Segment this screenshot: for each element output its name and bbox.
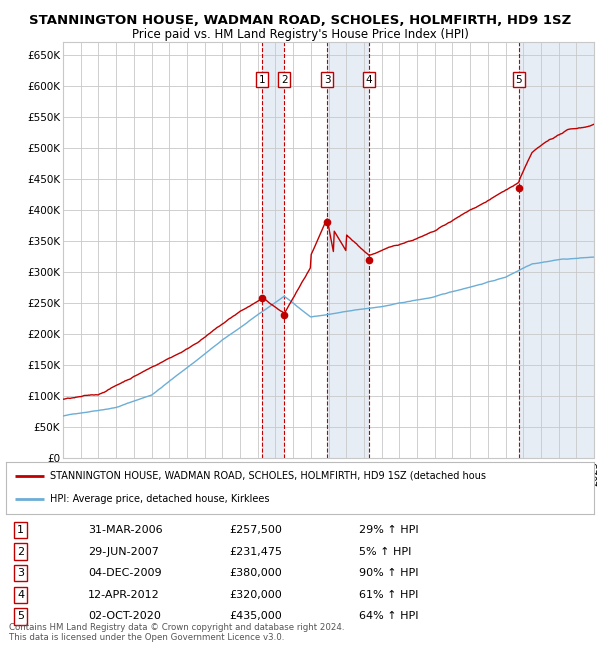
Text: 4: 4	[365, 75, 372, 84]
Text: £257,500: £257,500	[229, 525, 283, 535]
Bar	[262, 42, 284, 458]
Text: 5: 5	[515, 75, 522, 84]
Bar	[519, 42, 594, 458]
Text: 5: 5	[17, 612, 24, 621]
Text: 12-APR-2012: 12-APR-2012	[88, 590, 160, 600]
Text: STANNINGTON HOUSE, WADMAN ROAD, SCHOLES, HOLMFIRTH, HD9 1SZ: STANNINGTON HOUSE, WADMAN ROAD, SCHOLES,…	[29, 14, 571, 27]
Text: £320,000: £320,000	[229, 590, 282, 600]
Text: 4: 4	[17, 590, 24, 600]
Text: STANNINGTON HOUSE, WADMAN ROAD, SCHOLES, HOLMFIRTH, HD9 1SZ (detached hous: STANNINGTON HOUSE, WADMAN ROAD, SCHOLES,…	[50, 471, 486, 480]
Text: £231,475: £231,475	[229, 547, 283, 556]
Text: 3: 3	[17, 568, 24, 578]
Text: 02-OCT-2020: 02-OCT-2020	[88, 612, 161, 621]
Text: 5% ↑ HPI: 5% ↑ HPI	[359, 547, 411, 556]
Text: Price paid vs. HM Land Registry's House Price Index (HPI): Price paid vs. HM Land Registry's House …	[131, 28, 469, 41]
Text: £380,000: £380,000	[229, 568, 282, 578]
Text: 2: 2	[17, 547, 24, 556]
Text: £435,000: £435,000	[229, 612, 282, 621]
Text: 04-DEC-2009: 04-DEC-2009	[88, 568, 162, 578]
Text: Contains HM Land Registry data © Crown copyright and database right 2024.
This d: Contains HM Land Registry data © Crown c…	[9, 623, 344, 642]
Text: 2: 2	[281, 75, 287, 84]
Text: 90% ↑ HPI: 90% ↑ HPI	[359, 568, 418, 578]
Text: 31-MAR-2006: 31-MAR-2006	[88, 525, 163, 535]
Text: 61% ↑ HPI: 61% ↑ HPI	[359, 590, 418, 600]
Bar	[327, 42, 369, 458]
Text: 1: 1	[259, 75, 265, 84]
Text: 1: 1	[17, 525, 24, 535]
Text: 64% ↑ HPI: 64% ↑ HPI	[359, 612, 418, 621]
Text: 29-JUN-2007: 29-JUN-2007	[88, 547, 159, 556]
Text: HPI: Average price, detached house, Kirklees: HPI: Average price, detached house, Kirk…	[50, 495, 269, 504]
Text: 29% ↑ HPI: 29% ↑ HPI	[359, 525, 418, 535]
Text: 3: 3	[324, 75, 331, 84]
